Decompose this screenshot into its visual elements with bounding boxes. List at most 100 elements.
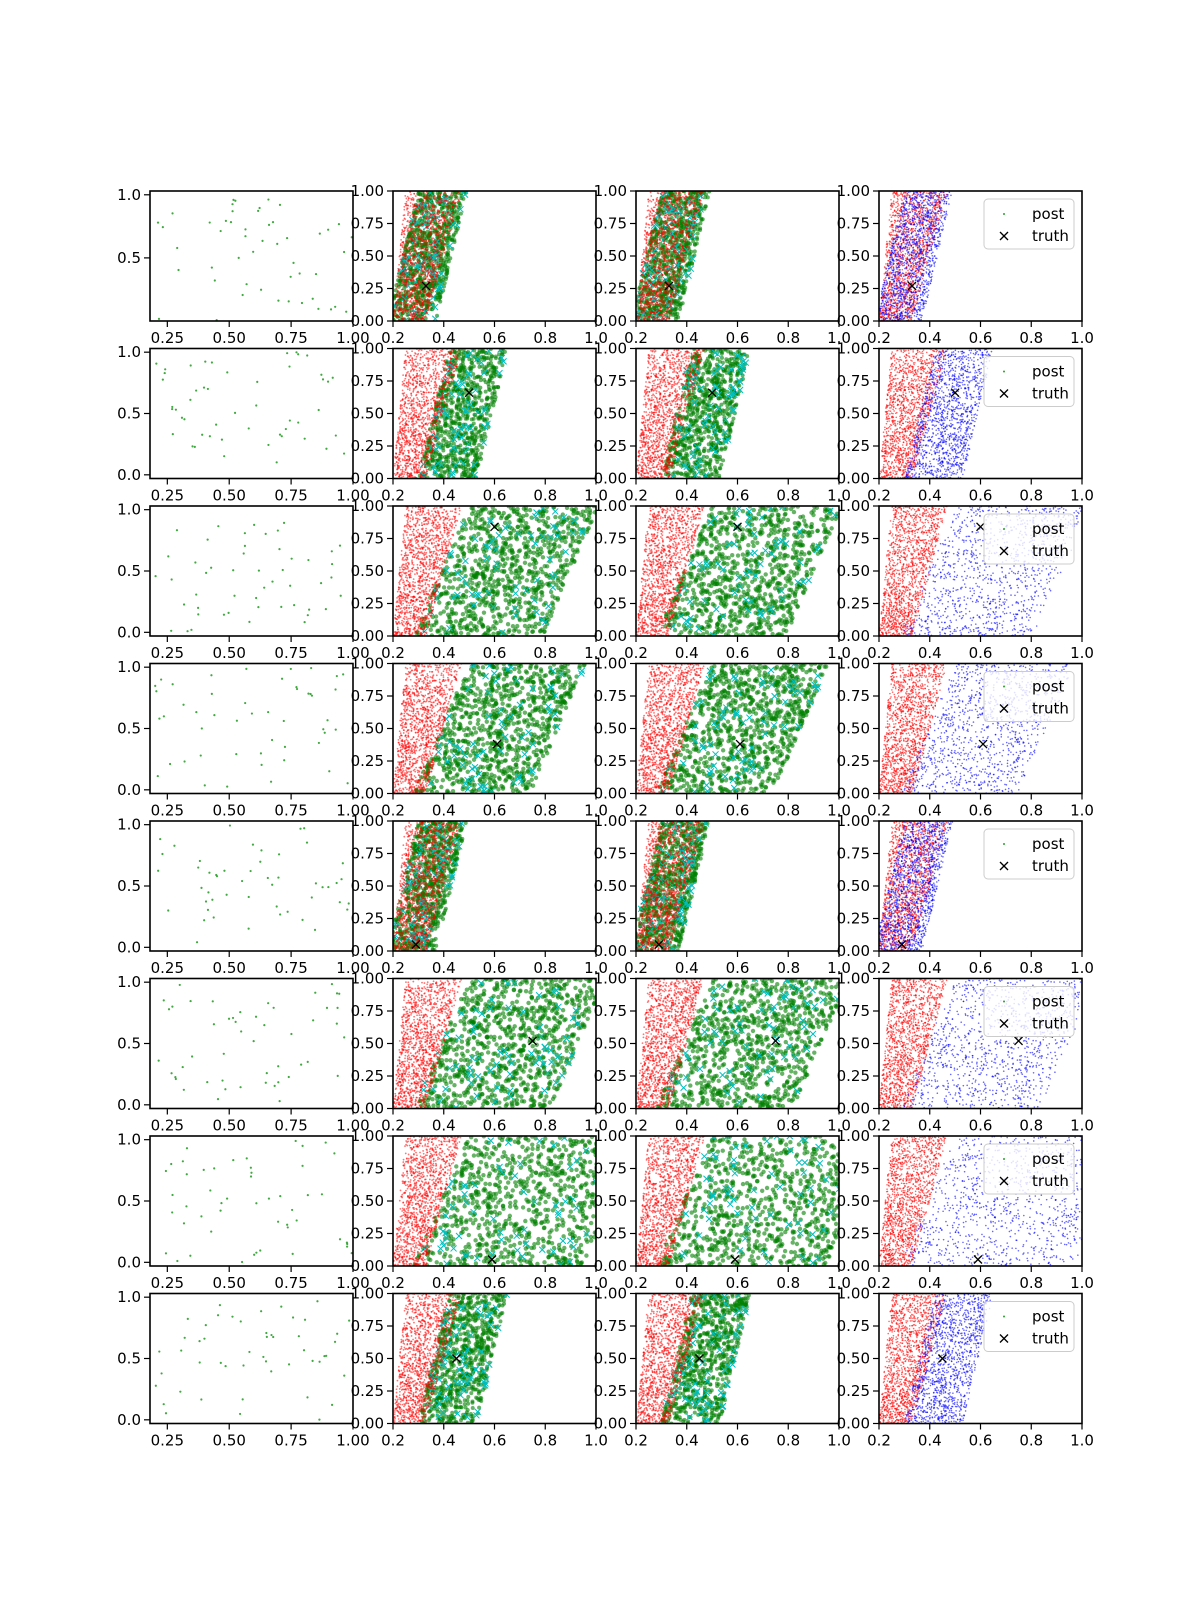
prior-point (428, 217, 430, 220)
prior-point (644, 296, 647, 299)
prior-point (410, 230, 413, 233)
prior-point (409, 219, 412, 222)
prior-point (693, 213, 696, 215)
prior-point (670, 236, 673, 239)
prior-point (402, 281, 404, 284)
prior-point (399, 244, 402, 247)
prior-point (657, 271, 660, 274)
prior-point (684, 205, 687, 208)
prior-point (416, 290, 419, 292)
prior-point (661, 210, 664, 213)
prior-point (649, 292, 651, 295)
prior-point (891, 265, 894, 267)
prior-point (664, 278, 667, 281)
prior-point (402, 250, 405, 253)
prior-point (643, 281, 646, 284)
prior-point (671, 308, 673, 311)
prior-point (428, 251, 431, 254)
prior-point (672, 295, 675, 298)
prior-point (431, 203, 434, 206)
prior-point (669, 301, 672, 304)
prior-point (696, 198, 699, 201)
prior-point (413, 287, 415, 290)
prior-point (679, 231, 681, 234)
prior-point (425, 215, 428, 218)
prior-point (884, 277, 886, 280)
prior-point (672, 275, 675, 278)
prior-point (405, 224, 408, 227)
prior-point (440, 197, 442, 200)
obs-point (342, 250, 346, 254)
prior-point (695, 202, 697, 205)
prior-point (644, 276, 646, 279)
prior-point (669, 254, 672, 257)
prior-point (409, 257, 412, 260)
prior-point (415, 236, 418, 239)
prior-point (443, 196, 446, 199)
prior-point (396, 285, 399, 288)
prior-point (671, 210, 673, 213)
prior-point (440, 202, 443, 204)
prior-point (404, 318, 406, 321)
prior-point (436, 255, 439, 258)
prior-point (430, 289, 433, 291)
prior-point (420, 255, 422, 258)
prior-point (423, 244, 426, 247)
prior-point (405, 285, 408, 288)
prior-point (695, 211, 698, 214)
prior-point (655, 236, 657, 239)
prior-point (435, 219, 438, 222)
prior-point (675, 238, 678, 241)
prior-point (427, 234, 430, 237)
prior-point (648, 301, 651, 304)
prior-point (666, 218, 669, 220)
sample-cross (445, 209, 453, 216)
prior-point (680, 252, 683, 255)
prior-point (417, 286, 420, 288)
subplot-r1-c2: 0.2 0.4 0.6 0.8 1.00.000.250.500.751.00 (351, 182, 608, 347)
prior-point (671, 227, 674, 230)
prior-point (655, 212, 658, 215)
prior-point (430, 291, 433, 294)
prior-point (404, 245, 407, 248)
prior-point (396, 299, 399, 301)
prior-point (439, 226, 442, 228)
prior-point (406, 314, 409, 317)
prior-point (924, 204, 927, 207)
prior-point (393, 310, 396, 313)
prior-point (685, 224, 688, 227)
prior-point (917, 264, 920, 267)
prior-point (672, 208, 675, 211)
prior-point (431, 225, 434, 228)
prior-point (424, 277, 427, 280)
prior-point (686, 240, 689, 243)
prior-point (940, 194, 943, 196)
prior-point (646, 304, 648, 307)
prior-point (455, 196, 458, 199)
prior-point (658, 221, 660, 224)
prior-point (418, 198, 421, 201)
prior-point (446, 208, 449, 211)
prior-point (652, 241, 654, 243)
prior-point (409, 214, 412, 217)
prior-point (674, 216, 677, 219)
prior-point (689, 228, 691, 230)
prior-point (663, 258, 666, 261)
prior-point (668, 244, 671, 247)
prior-point (426, 197, 429, 200)
prior-point (646, 231, 649, 234)
prior-point (651, 277, 653, 280)
prior-point (889, 214, 891, 216)
prior-point (408, 263, 411, 266)
posterior-point (440, 264, 445, 269)
posterior-point (444, 274, 449, 279)
prior-point (659, 305, 661, 308)
prior-point (416, 252, 419, 255)
prior-point (646, 236, 648, 239)
prior-point (400, 233, 403, 236)
prior-point (670, 305, 673, 308)
prior-point (926, 238, 929, 241)
prior-point (641, 291, 644, 294)
sample-cross (685, 272, 692, 280)
